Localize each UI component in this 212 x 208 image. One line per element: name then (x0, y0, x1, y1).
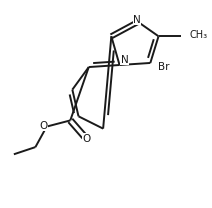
Text: O: O (83, 134, 91, 144)
Text: N: N (121, 55, 128, 65)
Text: O: O (39, 121, 48, 131)
Text: CH₃: CH₃ (189, 30, 208, 40)
Text: N: N (133, 15, 141, 25)
Text: Br: Br (158, 62, 169, 72)
